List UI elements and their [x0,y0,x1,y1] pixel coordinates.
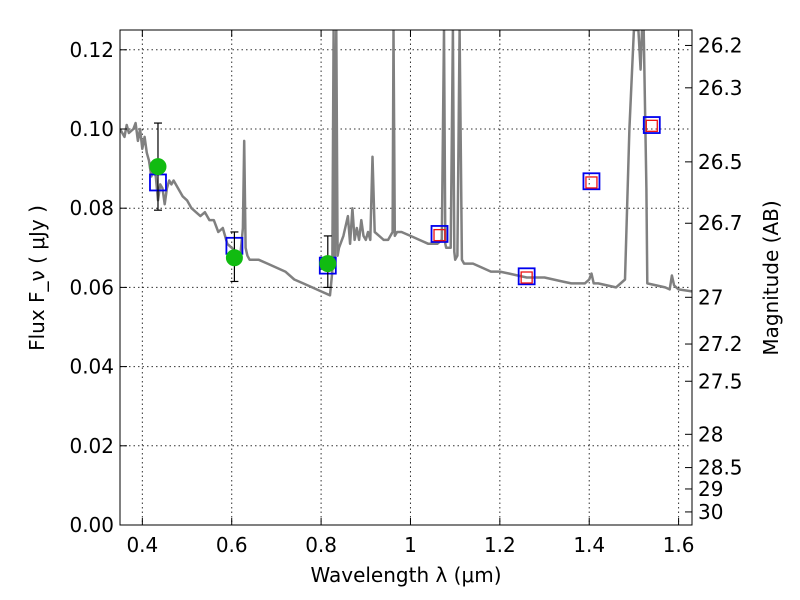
magnitude-tick-label: 26.5 [698,150,743,174]
magnitude-tick-label: 29 [698,477,723,501]
magnitude-tick-label: 26.3 [698,76,743,100]
y-tick-label: 0.12 [69,38,114,62]
magnitude-tick-label: 26.7 [698,211,743,235]
magnitude-tick-label: 27.5 [698,369,743,393]
model-photometry-square [430,225,449,243]
plot-frame [119,29,693,526]
y-tick-label: 0.02 [69,434,114,458]
predicted-flux-square [585,176,598,189]
y-tick-label: 0.06 [69,275,114,299]
x-tick-label: 1.6 [663,533,695,557]
magnitude-tick-label: 27.2 [698,332,743,356]
y-tick-label: 0.10 [69,117,114,141]
magnitude-tick-label: 26.2 [698,33,743,57]
magnitude-tick-label: 27 [698,285,723,309]
axis-ticks: 0.4 0.6 0.8 1 1.2 1.4 1.6 0.00 0.02 0.04 0.06 0.08 0… [69,30,743,557]
y-axis-label-right: Magnitude (AB) [759,200,783,355]
x-tick-label: 1 [404,533,417,557]
model-sed-layer [120,30,692,297]
predicted-flux-square [645,119,658,132]
model-sed-line [120,30,692,297]
y-tick-label: 0.08 [69,196,114,220]
x-axis-label: Wavelength λ (μm) [310,563,501,587]
observed-point [319,255,337,273]
observed-point [225,249,243,267]
magnitude-tick-label: 30 [698,500,723,524]
x-tick-label: 0.4 [126,533,158,557]
y-axis-label-left: Flux F_ν ( μJy ) [25,205,49,351]
x-tick-label: 1.2 [484,533,516,557]
x-tick-label: 0.6 [216,533,248,557]
x-tick-label: 1.4 [573,533,605,557]
model-photometry-square [582,172,601,191]
model-photometry-square [642,116,661,134]
y-tick-label: 0.00 [69,513,114,537]
magnitude-tick-label: 28.5 [698,456,743,480]
predicted-flux-square [433,228,446,242]
y-tick-label: 0.04 [69,355,114,379]
predicted-flux-square [520,271,533,284]
model-photometry-square [517,267,536,286]
photometry-layer [149,116,661,288]
grid [120,30,692,526]
magnitude-tick-label: 28 [698,422,723,446]
x-tick-label: 0.8 [305,533,337,557]
observed-point [149,158,167,176]
